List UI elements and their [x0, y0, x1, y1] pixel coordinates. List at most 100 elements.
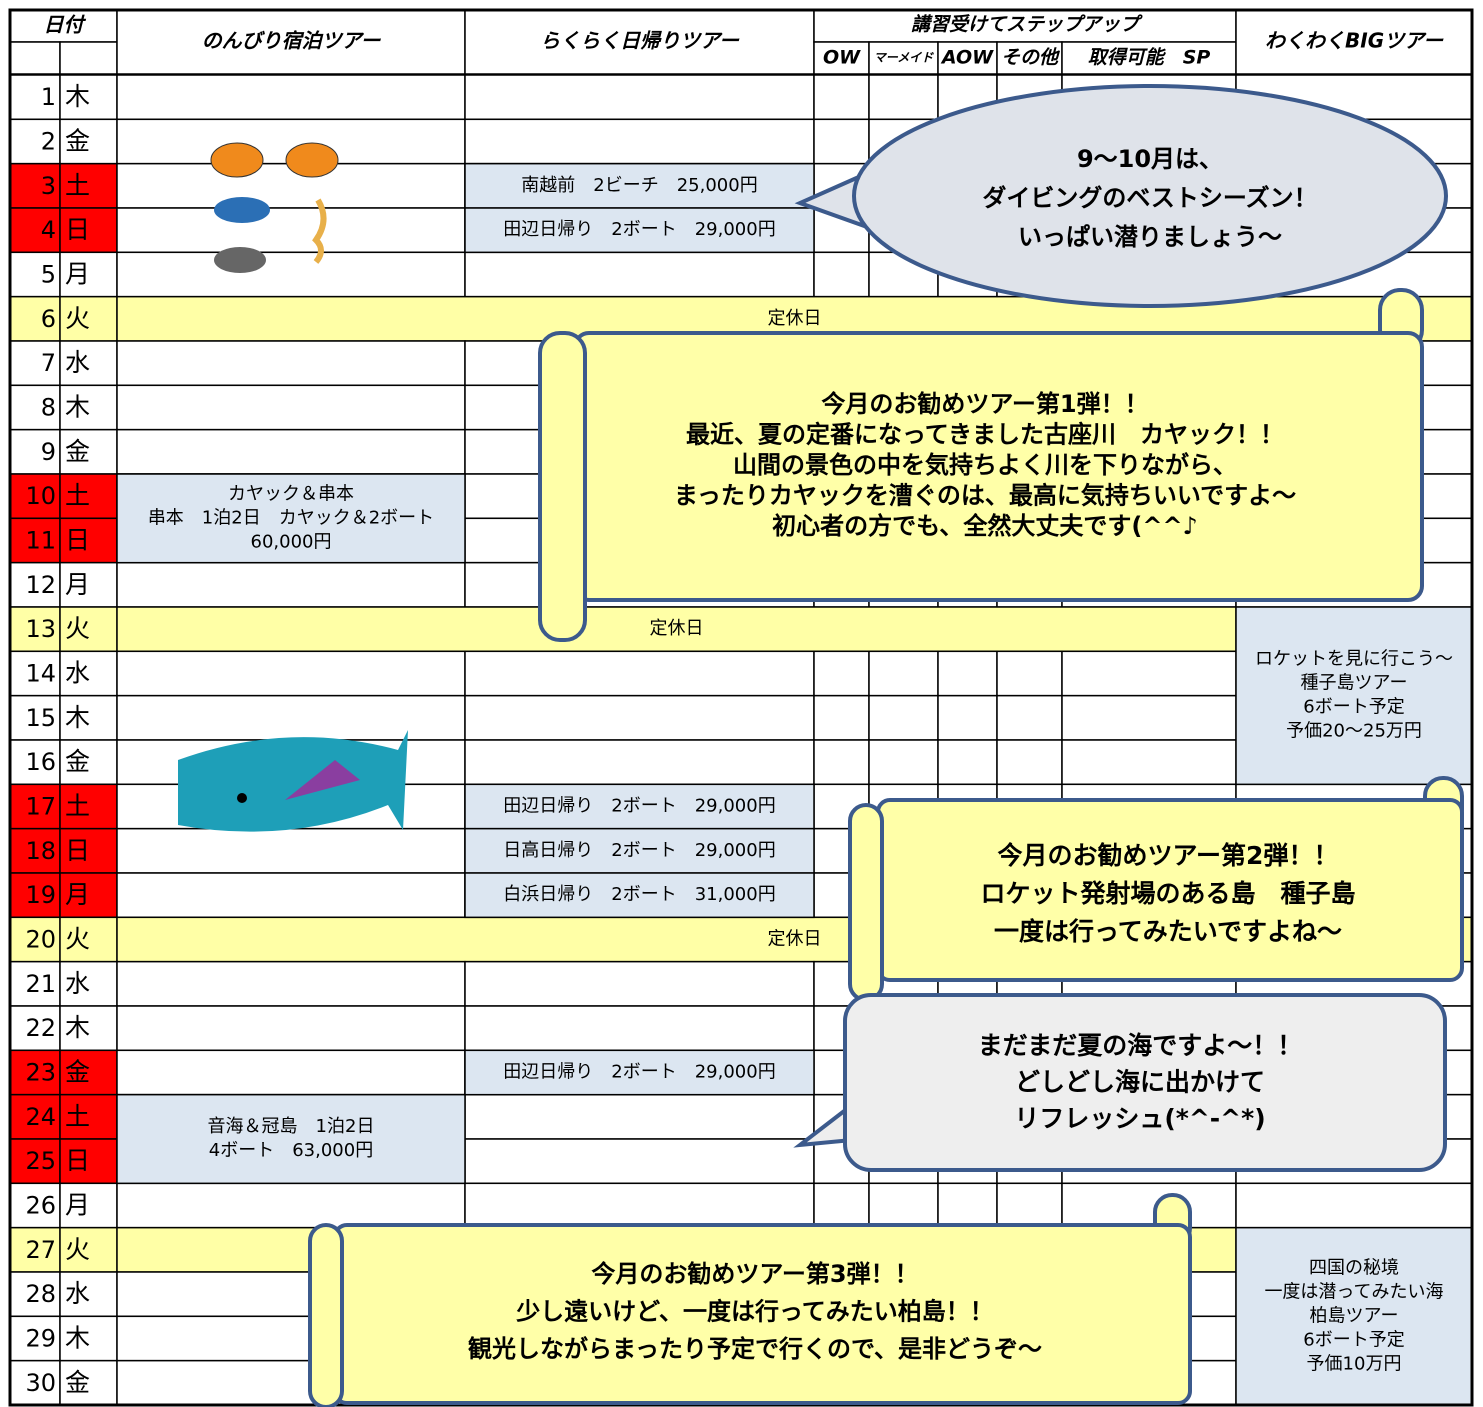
clownfish — [285, 142, 339, 178]
cell — [116, 207, 466, 254]
weekday: 火 — [65, 925, 90, 954]
day-cell — [9, 1138, 61, 1185]
big-tour-text: 予価20～25万円 — [1286, 721, 1422, 742]
weekday: 金 — [65, 1368, 90, 1397]
cell — [59, 41, 118, 75]
weekday: 金 — [65, 747, 90, 776]
big-tour-text: 柏島ツアー — [1310, 1305, 1399, 1326]
cell — [813, 41, 870, 75]
day-cell — [9, 827, 61, 874]
day-cell — [9, 739, 61, 786]
cell — [116, 428, 466, 475]
cell — [1061, 694, 1237, 741]
clownfish — [210, 142, 264, 178]
weekday: 月 — [65, 260, 90, 289]
day-cell — [9, 1315, 61, 1362]
sea-creatures — [178, 142, 408, 832]
day-number: 3 — [41, 172, 56, 200]
cell — [1061, 739, 1237, 786]
weekday: 月 — [65, 570, 90, 599]
day-cell — [9, 295, 61, 342]
cell — [116, 960, 466, 1007]
cell — [116, 1182, 466, 1229]
weekday: 木 — [65, 1013, 90, 1042]
day-number: 25 — [25, 1147, 56, 1175]
day-cell — [9, 1271, 61, 1318]
cell — [116, 74, 466, 121]
weekday-cell — [59, 694, 118, 741]
nonbiri-tour — [116, 473, 466, 564]
day-number: 15 — [25, 704, 56, 732]
header-steps: 講習受けてステップアップ — [911, 14, 1143, 36]
rakuraku-tour — [464, 1049, 815, 1096]
day-number: 6 — [41, 305, 56, 333]
rock — [214, 247, 266, 273]
day-number: 19 — [25, 881, 56, 909]
day-cell — [9, 1049, 61, 1096]
callout-text: 初心者の方でも、全然大丈夫です(^^♪ — [772, 512, 1198, 540]
cell — [116, 384, 466, 431]
rakuraku-tour-text: 白浜日帰り 2ボート 31,000円 — [503, 884, 775, 905]
callout-text: まだまだ夏の海ですよ～！！ — [978, 1031, 1303, 1060]
day-number: 9 — [41, 438, 56, 466]
weekday: 水 — [65, 1279, 90, 1308]
nonbiri-tour-text: 音海＆冠島 1泊2日 — [208, 1116, 375, 1137]
callout-text: 最近、夏の定番になってきました古座川 カヤック！！ — [686, 421, 1284, 449]
weekday: 月 — [65, 880, 90, 909]
cell — [9, 9, 118, 43]
cell — [1235, 1182, 1473, 1229]
weekday-cell — [59, 118, 118, 165]
cell — [116, 561, 466, 608]
cell — [116, 1005, 466, 1052]
cell — [813, 1182, 870, 1229]
cell — [464, 1182, 815, 1229]
day-number: 8 — [41, 394, 56, 422]
scroll-roll — [308, 1223, 344, 1407]
cell — [464, 650, 815, 697]
cell — [868, 694, 939, 741]
big-tour — [1235, 1226, 1473, 1406]
day-cell — [9, 960, 61, 1007]
rakuraku-tour-text: 田辺日帰り 2ボート 29,000円 — [503, 1062, 775, 1083]
callout-text: 少し遠いけど、一度は行ってみたい柏島！！ — [515, 1298, 994, 1326]
big-tour-text: 予価10万円 — [1307, 1353, 1402, 1374]
rakuraku-tour-text: 日高日帰り 2ボート 29,000円 — [503, 840, 775, 861]
weekday-cell — [59, 517, 118, 564]
weekday: 木 — [65, 82, 90, 111]
rakuraku-tour-text: 田辺日帰り 2ボート 29,000円 — [503, 219, 775, 240]
cell — [116, 251, 466, 298]
rakuraku-tour — [464, 872, 815, 919]
weekday: 木 — [65, 1324, 90, 1353]
day-number: 17 — [25, 793, 56, 821]
weekday-cell — [59, 207, 118, 254]
weekday: 木 — [65, 703, 90, 732]
cell — [868, 41, 939, 75]
header-step-column: その他 — [1001, 47, 1061, 69]
callout-text: ロケット発射場のある島 種子島 — [980, 879, 1355, 908]
day-cell — [9, 1005, 61, 1052]
day-number: 28 — [25, 1280, 56, 1308]
big-tour-text: 一度は潜ってみたい海 — [1264, 1281, 1443, 1302]
big-fish — [178, 730, 408, 832]
weekday: 日 — [65, 1146, 90, 1175]
cell — [813, 251, 870, 298]
rakuraku-tour — [464, 827, 815, 874]
cell — [868, 74, 939, 121]
cell — [996, 694, 1063, 741]
closed-label: 定休日 — [768, 929, 822, 950]
nonbiri-tour-text: 60,000円 — [251, 531, 332, 552]
header-date: 日付 — [44, 13, 87, 37]
big-tour — [1235, 606, 1473, 786]
day-number: 1 — [41, 83, 56, 111]
fish-fin — [285, 760, 360, 800]
cell — [813, 650, 870, 697]
weekday: 土 — [65, 171, 90, 200]
cell — [996, 650, 1063, 697]
closed-label: 定休日 — [768, 308, 822, 329]
weekday-cell — [59, 162, 118, 209]
cell — [116, 1049, 466, 1096]
cell — [813, 694, 870, 741]
weekday: 火 — [65, 304, 90, 333]
weekday-cell — [59, 783, 118, 830]
weekday: 日 — [65, 526, 90, 555]
